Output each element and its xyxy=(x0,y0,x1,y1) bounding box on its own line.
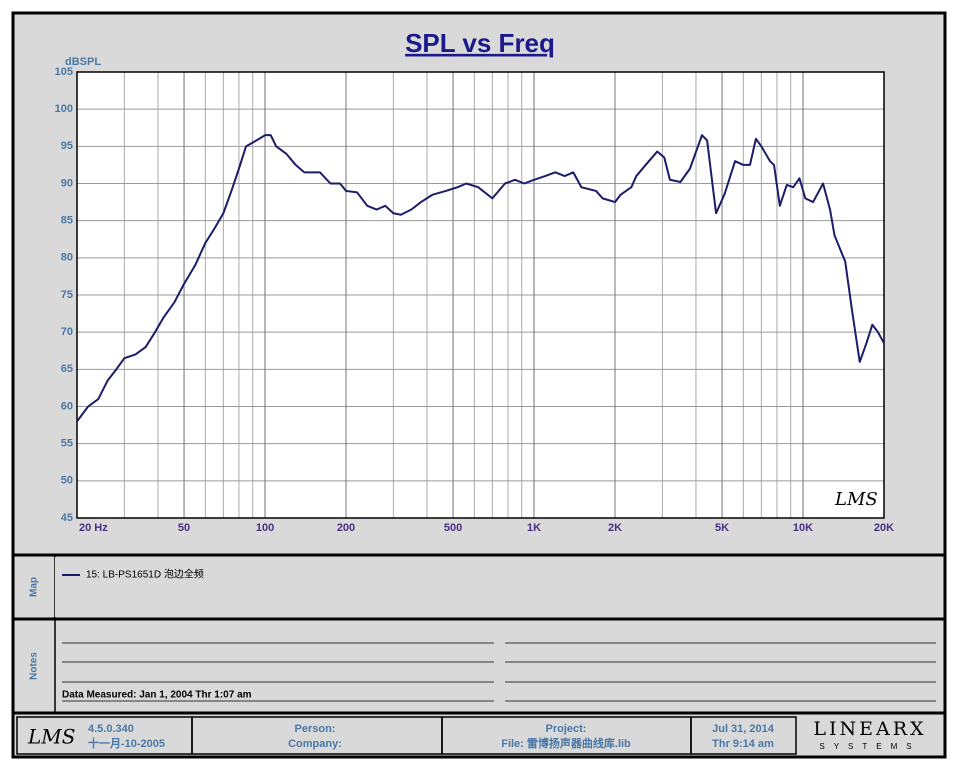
series-line xyxy=(76,134,885,422)
y-tick-label: 45 xyxy=(61,512,73,524)
x-tick-label: 1K xyxy=(527,522,541,534)
x-tick-label: 500 xyxy=(444,522,462,534)
footer-logo: LMS xyxy=(27,725,75,749)
map-panel xyxy=(55,557,943,617)
company: Company: xyxy=(288,738,342,750)
watermark-logo: LMS xyxy=(834,489,878,510)
y-tick-label: 95 xyxy=(61,140,73,152)
notes-label: Notes xyxy=(29,652,40,680)
plot-border xyxy=(76,71,885,519)
x-tick-label: 10K xyxy=(793,522,813,534)
y-tick-label: 70 xyxy=(61,326,73,338)
y-axis-label: dBSPL xyxy=(65,56,101,68)
y-tick-label: 80 xyxy=(61,252,73,264)
y-tick-label: 55 xyxy=(61,438,73,450)
x-tick-label: 20 Hz xyxy=(79,522,108,534)
footer-boxes xyxy=(16,716,797,755)
x-tick-label: 20K xyxy=(874,522,894,534)
x-tick-label: 5K xyxy=(715,522,729,534)
map-label: Map xyxy=(29,577,40,597)
y-tick-label: 90 xyxy=(61,177,73,189)
build-date: 十一月-10-2005 xyxy=(88,736,165,750)
date: Jul 31, 2014 xyxy=(712,723,775,735)
file: File: 雷博扬声器曲线库.lib xyxy=(501,736,631,750)
y-tick-label: 75 xyxy=(61,289,73,301)
y-tick-label: 105 xyxy=(55,66,73,78)
y-tick-label: 85 xyxy=(61,215,73,227)
time: Thr 9:14 am xyxy=(712,738,774,750)
y-tick-label: 65 xyxy=(61,363,73,375)
x-tick-label: 200 xyxy=(337,522,355,534)
data-measured: Data Measured: Jan 1, 2004 Thr 1:07 am xyxy=(62,690,252,701)
version: 4.5.0.340 xyxy=(88,723,134,735)
brand: LINEARX xyxy=(813,718,926,740)
chart-title: SPL vs Freq xyxy=(405,28,555,58)
y-tick-label: 60 xyxy=(61,400,73,412)
y-tick-label: 50 xyxy=(61,475,73,487)
note-lines xyxy=(62,642,936,702)
x-tick-label: 2K xyxy=(608,522,622,534)
project: Project: xyxy=(546,723,587,735)
x-tick-label: 100 xyxy=(256,522,274,534)
brand-sub: SYSTEMS xyxy=(819,742,920,751)
x-tick-label: 50 xyxy=(178,522,190,534)
legend-label: 15: LB-PS1651D 泡边全频 xyxy=(86,568,204,581)
y-tick-label: 100 xyxy=(55,103,73,115)
person: Person: xyxy=(295,723,336,735)
